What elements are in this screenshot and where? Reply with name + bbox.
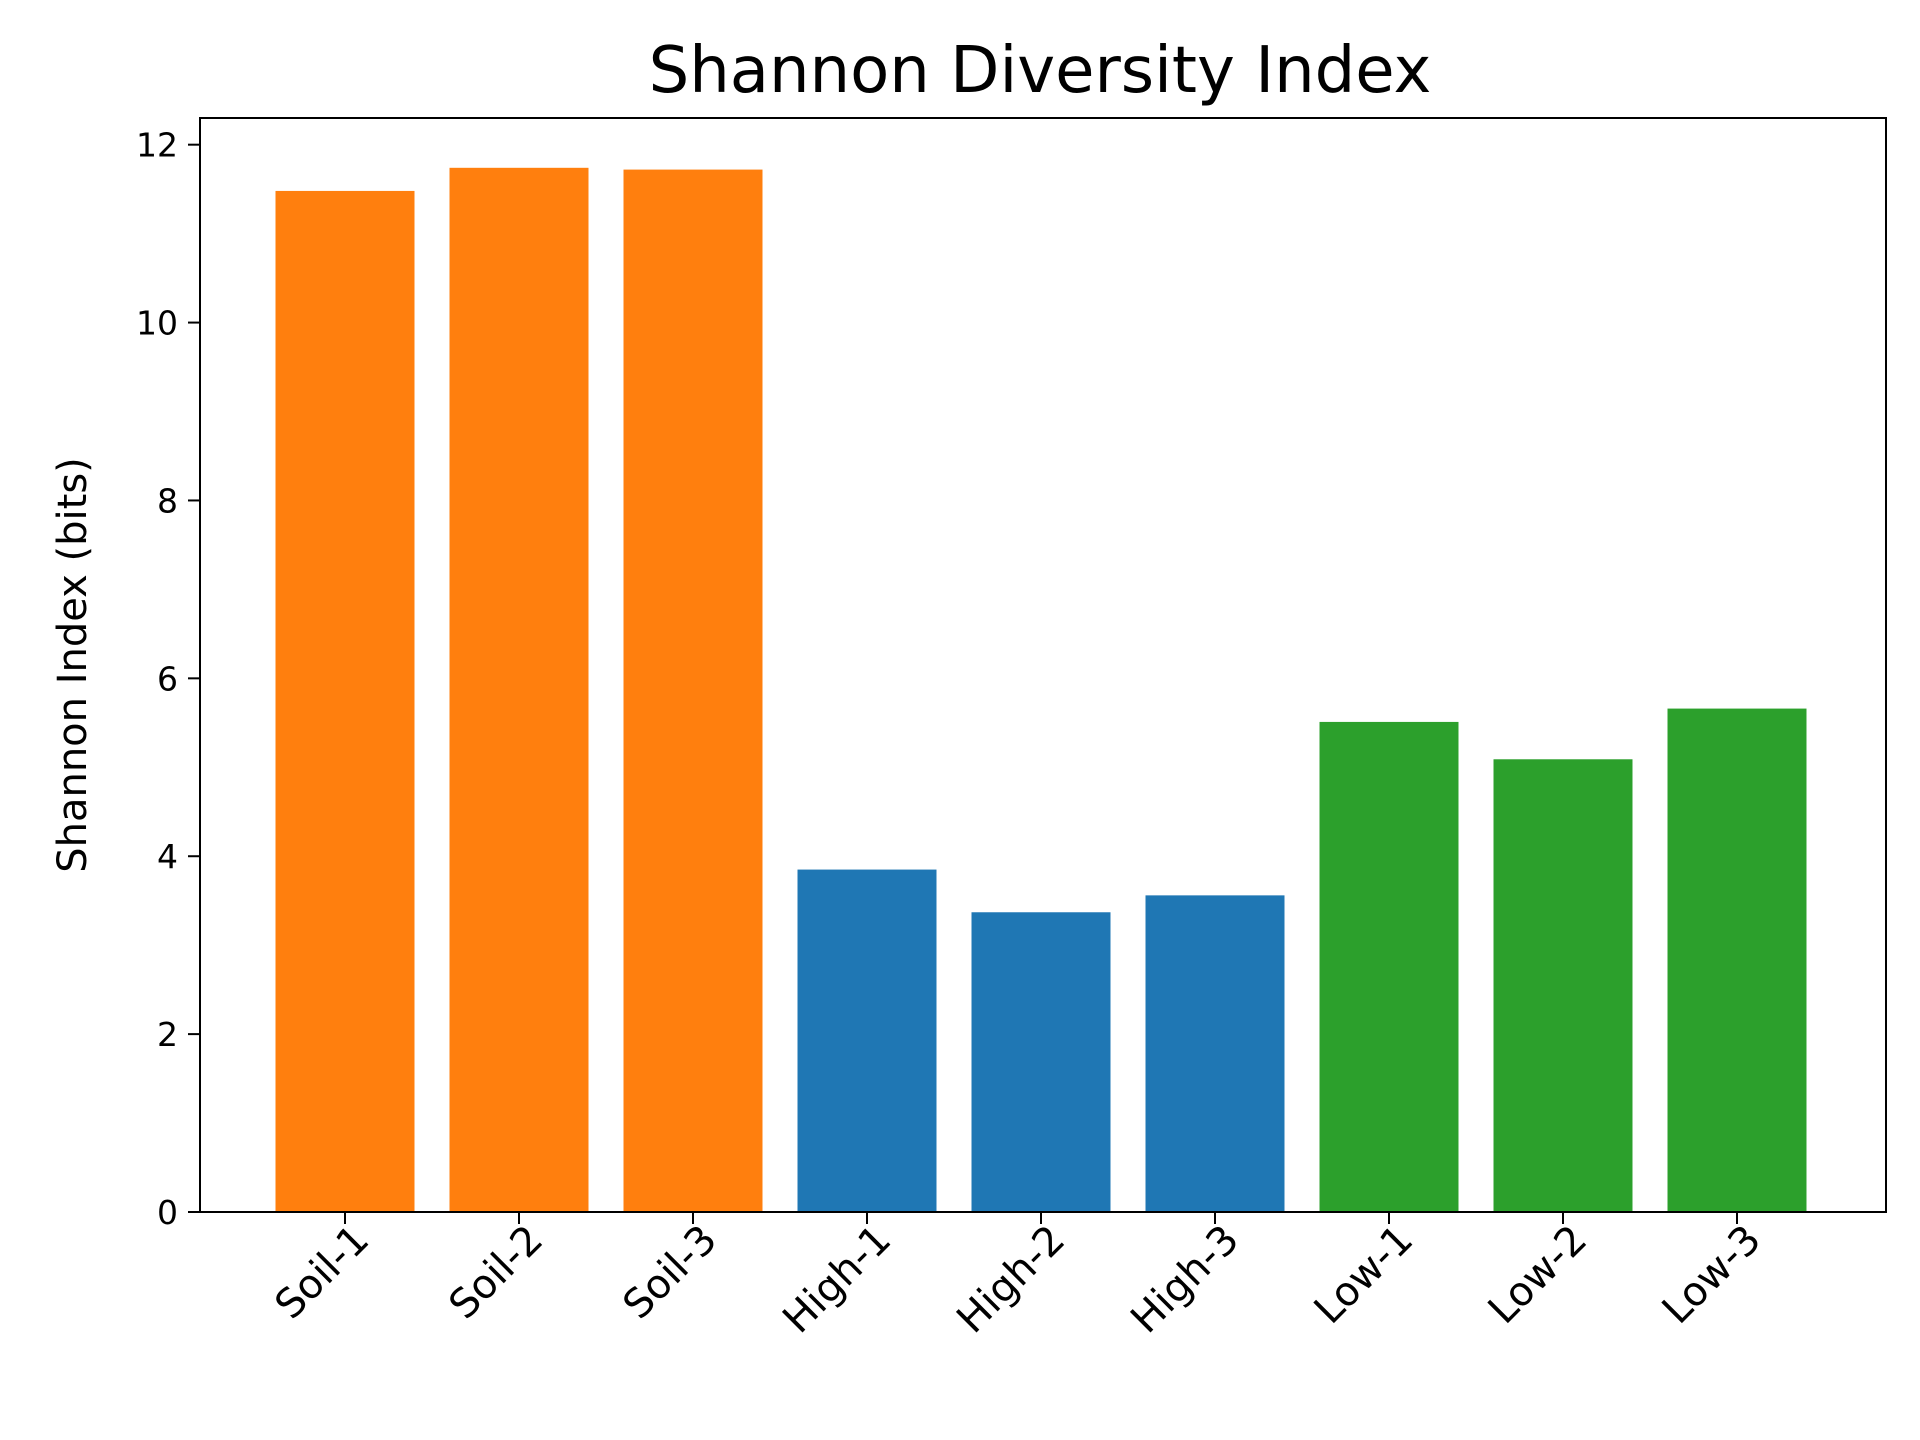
plot-frame [199, 117, 1887, 1213]
x-tick-label: Low-2 [1480, 1217, 1596, 1333]
x-tick-label: Soil-2 [440, 1217, 552, 1329]
x-tick-label: High-2 [948, 1217, 1074, 1343]
y-tick-label: 12 [136, 126, 178, 165]
y-tick-label: 2 [157, 1015, 178, 1054]
x-tick-label: Soil-1 [266, 1217, 378, 1329]
bars-group [275, 167, 1807, 1213]
chart-title: Shannon Diversity Index [649, 34, 1432, 108]
x-axis: Soil-1 Soil-2 Soil-3 High-1 High-2 High-3 Low-… [266, 1212, 1770, 1342]
bar-low-2 [1493, 759, 1633, 1212]
x-tick-label: High-3 [1122, 1217, 1248, 1343]
bar-high-2 [971, 912, 1111, 1212]
x-tick-label: Low-3 [1654, 1217, 1770, 1333]
x-tick-label: High-1 [774, 1217, 900, 1343]
y-axis: 0 2 4 6 8 10 12 [136, 126, 200, 1232]
bar-low-1 [1319, 721, 1459, 1212]
bar-soil-3 [623, 169, 763, 1212]
bar-soil-1 [275, 190, 415, 1212]
x-tick-label: Soil-3 [614, 1217, 726, 1329]
bar-high-1 [797, 869, 937, 1212]
bar-soil-2 [449, 167, 589, 1213]
y-tick-label: 8 [157, 481, 178, 520]
x-tick-label: Low-1 [1306, 1217, 1422, 1333]
y-tick-label: 4 [157, 837, 178, 876]
y-tick-label: 10 [136, 304, 178, 343]
y-axis-label: Shannon Index (bits) [50, 457, 96, 873]
y-tick-label: 0 [157, 1193, 178, 1232]
bar-high-3 [1145, 895, 1285, 1212]
y-tick-label: 6 [157, 659, 178, 698]
bar-low-3 [1667, 708, 1807, 1212]
